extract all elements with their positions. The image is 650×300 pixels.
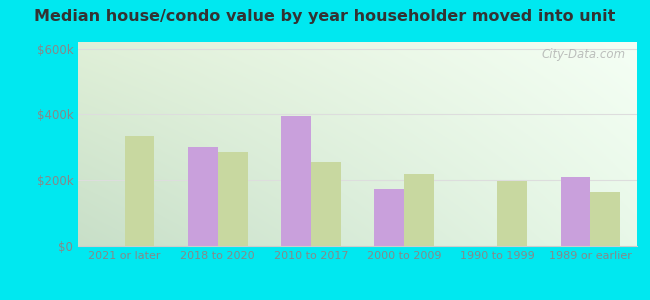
Bar <box>125 136 155 246</box>
Text: Median house/condo value by year householder moved into unit: Median house/condo value by year househo… <box>34 9 616 24</box>
Bar <box>374 189 404 246</box>
Bar <box>497 181 527 246</box>
Bar <box>218 152 248 246</box>
Bar <box>590 192 620 246</box>
Bar <box>404 174 434 246</box>
Bar <box>311 162 341 246</box>
Text: City-Data.com: City-Data.com <box>541 48 626 61</box>
Bar <box>281 116 311 246</box>
Bar <box>188 147 218 246</box>
Bar <box>560 177 590 246</box>
